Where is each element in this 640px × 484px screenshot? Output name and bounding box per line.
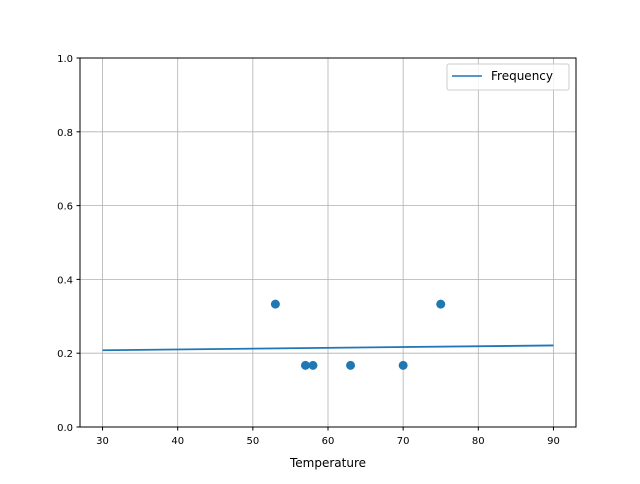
x-tick-label: 90 [547, 436, 560, 447]
y-tick-label: 0.6 [57, 202, 73, 213]
x-tick-label: 50 [246, 436, 259, 447]
x-axis-label: Temperature [289, 456, 366, 470]
y-tick-label: 0.8 [57, 128, 73, 139]
x-tick-label: 60 [322, 436, 335, 447]
scatter-point [346, 360, 356, 370]
legend: Frequency [446, 63, 570, 91]
y-tick-label: 0.4 [57, 275, 73, 286]
x-tick-label: 70 [397, 436, 410, 447]
series-line-frequency [102, 344, 554, 352]
y-tick-label: 0.2 [57, 349, 73, 360]
y-tick-label: 0.0 [57, 423, 73, 434]
scatter-point [308, 360, 318, 370]
y-tick-label: 1.0 [57, 54, 73, 65]
scatter-point [300, 360, 310, 370]
legend-box [446, 63, 570, 91]
plot-area [102, 299, 554, 370]
scatter-point [398, 360, 408, 370]
grid [80, 57, 576, 428]
x-tick-label: 40 [171, 436, 184, 447]
x-tick-label: 80 [472, 436, 485, 447]
x-tick-label: 30 [96, 436, 109, 447]
ticks: 30 40 50 60 70 80 90 0.0 0.2 0.4 0.6 0.8 1.0 [57, 54, 560, 447]
legend-label: Frequency [491, 69, 553, 83]
scatter-point [270, 299, 280, 309]
scatter-point [436, 299, 446, 309]
